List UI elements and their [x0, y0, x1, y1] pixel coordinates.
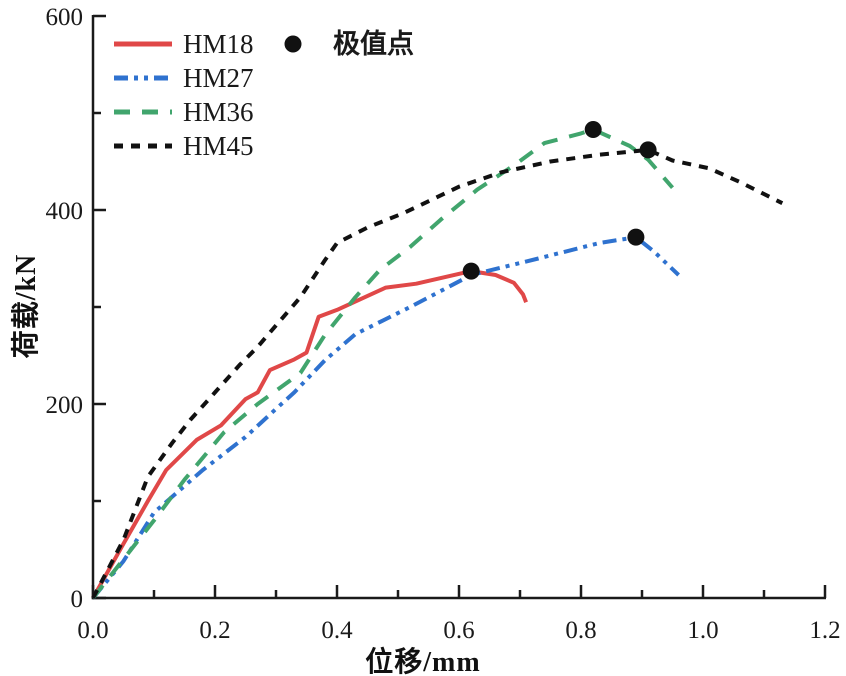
plot-series — [91, 127, 784, 600]
extreme-point-marker — [584, 120, 602, 138]
legend-extreme-point-icon — [284, 35, 302, 53]
legend: HM18 HM27 HM36 HM45 极值点 — [114, 29, 414, 161]
legend-label-hm18: HM18 — [183, 29, 254, 59]
x-tick-label: 0.0 — [77, 617, 108, 644]
legend-label-hm45: HM45 — [183, 131, 254, 161]
legend-label-hm27: HM27 — [183, 63, 254, 93]
series-line-hm27 — [91, 235, 680, 600]
series-line-hm45 — [91, 147, 784, 599]
y-axis-title: 荷载/kN — [11, 253, 42, 359]
x-axis-title: 位移/mm — [365, 647, 481, 676]
x-tick-label: 0.2 — [199, 617, 230, 644]
series-line-hm36 — [91, 127, 675, 600]
x-tick-label: 0.6 — [443, 617, 474, 644]
y-tick-label: 0 — [71, 586, 84, 613]
extreme-point-markers — [462, 120, 657, 280]
y-tick-label: 400 — [46, 198, 84, 225]
legend-label-hm36: HM36 — [183, 97, 254, 127]
extreme-point-marker — [627, 228, 645, 246]
axes: 0.0 0.2 0.4 0.6 0.8 1.0 1.2 0 200 400 600 — [46, 4, 841, 644]
x-tick-label: 1.0 — [687, 617, 718, 644]
x-tick-label: 0.4 — [321, 617, 353, 644]
x-tick-label: 0.8 — [565, 617, 596, 644]
series-line-hm18 — [91, 269, 528, 599]
x-tick-label: 1.2 — [809, 617, 840, 644]
extreme-point-marker — [462, 262, 480, 280]
y-tick-label: 200 — [46, 392, 84, 419]
y-tick-label: 600 — [46, 4, 84, 31]
legend-label-extreme-point: 极值点 — [333, 29, 414, 59]
extreme-point-marker — [639, 141, 657, 159]
